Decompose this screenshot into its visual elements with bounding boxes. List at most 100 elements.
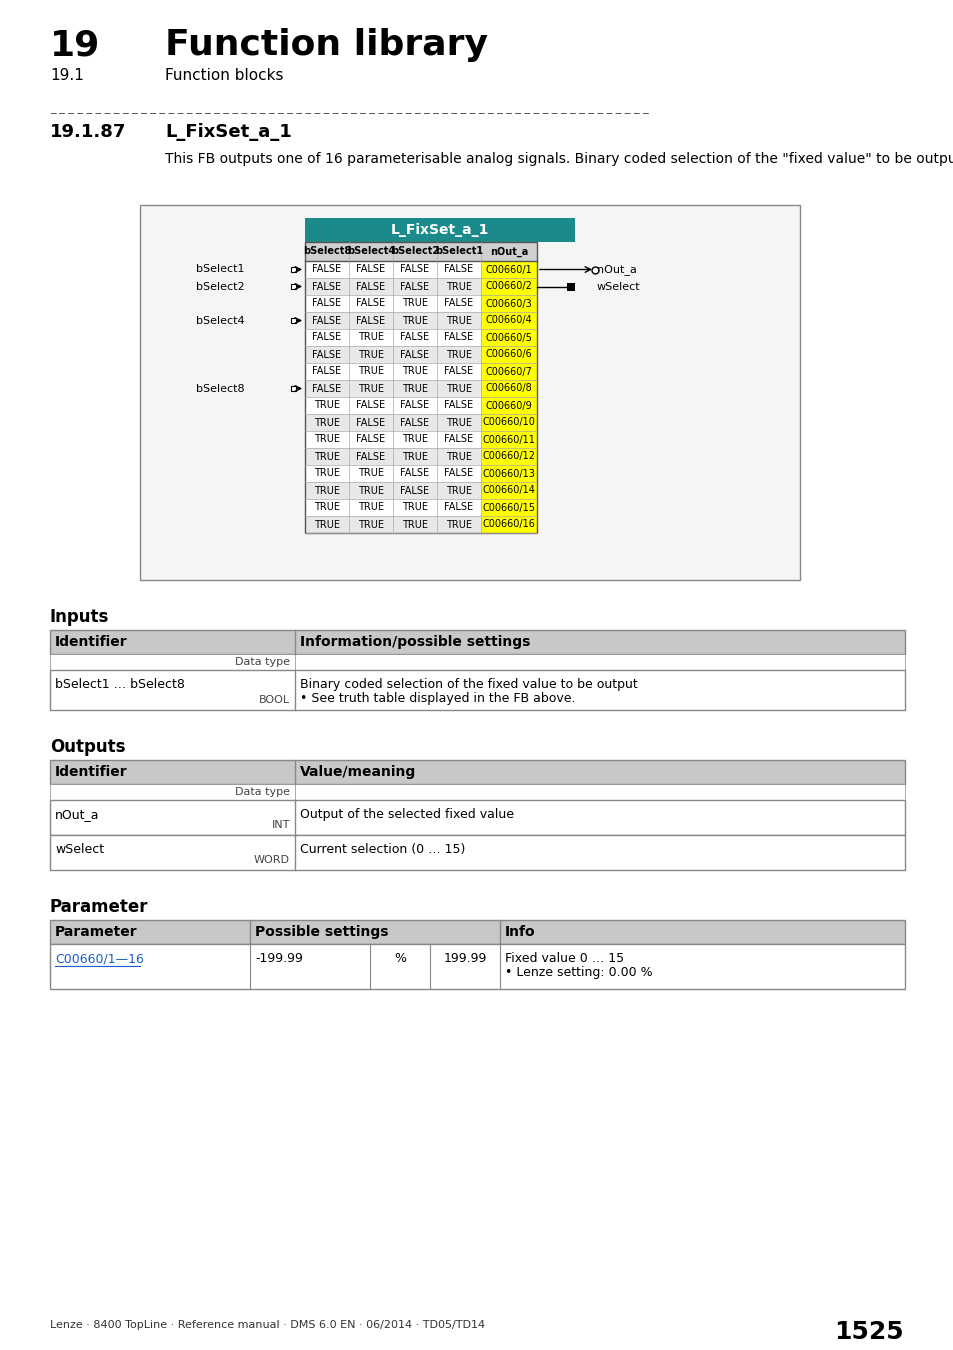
Text: C00660/2: C00660/2 [485,282,532,292]
Text: Info: Info [504,925,535,940]
Text: _ _ _ _ _ _ _ _ _ _ _ _ _ _ _ _ _ _ _ _ _ _ _ _ _ _ _ _ _ _ _ _ _ _ _ _ _ _ _ _ : _ _ _ _ _ _ _ _ _ _ _ _ _ _ _ _ _ _ _ _ … [50,103,652,113]
Bar [305,329,537,346]
Text: FALSE: FALSE [444,366,473,377]
Text: TRUE: TRUE [357,383,384,393]
Bar [480,516,537,533]
Text: Data type: Data type [234,787,290,796]
Text: TRUE: TRUE [401,298,428,309]
Text: TRUE: TRUE [357,468,384,478]
Text: TRUE: TRUE [401,383,428,393]
Text: C00660/10: C00660/10 [482,417,535,428]
Text: FALSE: FALSE [444,435,473,444]
Bar [480,379,537,397]
Bar [305,500,537,516]
Text: TRUE: TRUE [314,502,339,513]
Bar [305,278,537,296]
Text: C00660/1: C00660/1 [485,265,532,274]
Text: FALSE: FALSE [313,350,341,359]
Text: Parameter: Parameter [55,925,137,940]
Text: FALSE: FALSE [313,332,341,343]
Text: L_FixSet_a_1: L_FixSet_a_1 [165,123,292,140]
Text: Function library: Function library [165,28,488,62]
Text: TRUE: TRUE [401,316,428,325]
Text: FALSE: FALSE [444,298,473,309]
Text: C00660/4: C00660/4 [485,316,532,325]
Text: FALSE: FALSE [444,468,473,478]
Text: C00660/5: C00660/5 [485,332,532,343]
Bar [50,784,904,801]
Text: TRUE: TRUE [401,502,428,513]
Text: bSelect8: bSelect8 [196,383,245,393]
Text: C00660/1—16: C00660/1—16 [55,952,144,965]
Bar [305,464,537,482]
Text: TRUE: TRUE [314,435,339,444]
Text: FALSE: FALSE [444,332,473,343]
Text: C00660/6: C00660/6 [485,350,532,359]
Text: nOut_a: nOut_a [597,265,637,275]
Text: Inputs: Inputs [50,608,110,626]
Bar [480,312,537,329]
Bar [305,448,537,464]
Text: C00660/15: C00660/15 [482,502,535,513]
Text: TRUE: TRUE [446,520,472,529]
Text: WORD: WORD [253,855,290,865]
Text: TRUE: TRUE [357,366,384,377]
Text: 19.1.87: 19.1.87 [50,123,126,140]
Text: 199.99: 199.99 [443,952,486,965]
Text: FALSE: FALSE [400,468,429,478]
Bar [305,242,575,533]
Bar [292,267,296,271]
Text: TRUE: TRUE [314,520,339,529]
Bar [480,464,537,482]
Bar [305,414,537,431]
Text: FALSE: FALSE [356,316,385,325]
Text: FALSE: FALSE [444,401,473,410]
Text: Output of the selected fixed value: Output of the selected fixed value [299,809,514,821]
Text: FALSE: FALSE [400,401,429,410]
Text: TRUE: TRUE [314,451,339,462]
Bar [480,363,537,379]
Text: FALSE: FALSE [444,265,473,274]
Text: This FB outputs one of 16 parameterisable analog signals. Binary coded selection: This FB outputs one of 16 parameterisabl… [165,153,953,166]
Text: FALSE: FALSE [313,282,341,292]
Text: 1525: 1525 [834,1320,903,1345]
Text: FALSE: FALSE [313,298,341,309]
Text: TRUE: TRUE [314,417,339,428]
Bar [50,919,904,944]
Text: TRUE: TRUE [446,282,472,292]
Text: TRUE: TRUE [357,332,384,343]
Text: FALSE: FALSE [400,265,429,274]
Text: FALSE: FALSE [356,417,385,428]
Text: wSelect: wSelect [597,282,640,292]
Bar [292,319,296,323]
Bar [305,346,537,363]
Text: TRUE: TRUE [401,366,428,377]
Text: FALSE: FALSE [313,383,341,393]
Text: INT: INT [272,819,290,830]
Bar [480,500,537,516]
Text: • Lenze setting: 0.00 %: • Lenze setting: 0.00 % [504,967,652,979]
Text: bSelect1 … bSelect8: bSelect1 … bSelect8 [55,678,185,691]
Text: Current selection (0 … 15): Current selection (0 … 15) [299,842,465,856]
Text: FALSE: FALSE [356,435,385,444]
Text: FALSE: FALSE [400,350,429,359]
Text: BOOL: BOOL [258,695,290,705]
Text: TRUE: TRUE [314,401,339,410]
Text: FALSE: FALSE [400,282,429,292]
Text: C00660/13: C00660/13 [482,468,535,478]
Text: FALSE: FALSE [313,316,341,325]
Bar [305,242,537,533]
Text: FALSE: FALSE [400,486,429,495]
Text: bSelect4: bSelect4 [196,316,245,325]
Bar [480,346,537,363]
Text: TRUE: TRUE [401,451,428,462]
Bar [480,448,537,464]
Bar [480,414,537,431]
Text: -199.99: -199.99 [254,952,302,965]
Bar [50,944,904,990]
Text: bSelect1: bSelect1 [196,265,245,274]
Text: TRUE: TRUE [401,520,428,529]
Text: 19: 19 [50,28,100,62]
Text: FALSE: FALSE [400,417,429,428]
Text: TRUE: TRUE [357,350,384,359]
